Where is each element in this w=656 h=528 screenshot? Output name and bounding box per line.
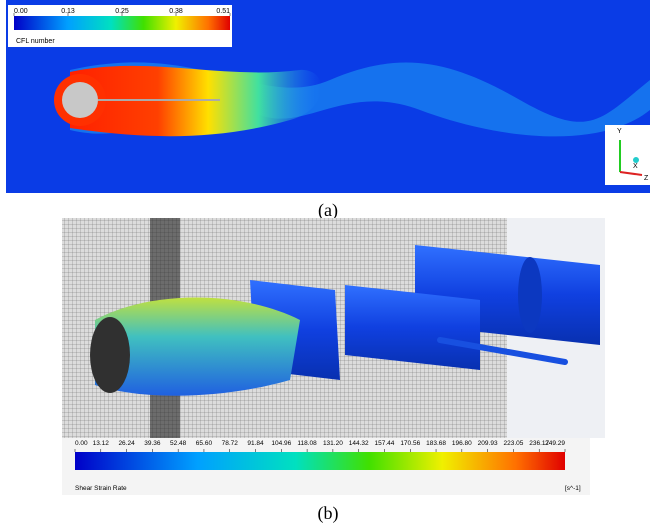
colorbar-tick-label: 0.00	[75, 440, 88, 447]
colorbar-label: CFL number	[16, 38, 55, 45]
axis-z	[619, 171, 643, 176]
panel-b: 0.00 13.12 26.24 39.36 52.48 65.60 78.72 91.84 1…	[62, 218, 605, 495]
colorbar-tick-label: 249.29	[545, 440, 565, 447]
colorbar-tick-label: 157.44	[375, 440, 395, 447]
colorbar-label: Shear Strain Rate	[75, 485, 127, 492]
colorbar-tick-label: 91.84	[247, 440, 264, 447]
cylinder-3-end	[518, 257, 542, 333]
plate-b	[437, 337, 568, 365]
colorbar-tick-label: 170.56	[400, 440, 420, 447]
wake	[70, 65, 322, 137]
colorbar-tick-label: 236.17	[529, 440, 549, 447]
colorbar-tick-label: 13.12	[93, 440, 110, 447]
colorbar-tick-label: 39.36	[144, 440, 161, 447]
cylinder-2	[345, 285, 480, 370]
cylinder-0-wake	[95, 297, 300, 396]
colorbar	[75, 452, 565, 470]
cylinder-0	[90, 317, 130, 393]
colorbar-tick-label: 183.68	[426, 440, 446, 447]
colorbar-tick-label: 0.51	[216, 8, 230, 15]
colorbar-tick-label: 223.05	[503, 440, 523, 447]
colorbar-tick-label: 0.13	[61, 8, 75, 15]
colorbar-tick-label: 196.80	[452, 440, 472, 447]
axis-label: Y	[617, 128, 622, 135]
colorbar-tick-label: 26.24	[118, 440, 135, 447]
colorbar-unit: [s^-1]	[565, 485, 581, 492]
colorbar-tick-label: 0.25	[115, 8, 129, 15]
colorbar-tick-label: 209.93	[478, 440, 498, 447]
colorbar	[14, 16, 230, 30]
axis-label: X	[633, 163, 638, 170]
colorbar-tick-label: 131.20	[323, 440, 343, 447]
colorbar-tick-label: 104.96	[271, 440, 291, 447]
colorbar-tick-label: 78.72	[222, 440, 239, 447]
axes-triad-box	[605, 125, 650, 185]
colorbar-tick-label: 144.32	[349, 440, 369, 447]
axis-x	[633, 157, 639, 163]
colorbar-tick-label: 0.38	[169, 8, 183, 15]
cylinder	[62, 82, 98, 118]
caption: (b)	[318, 503, 339, 524]
caption: (a)	[318, 200, 338, 221]
colorbar-tick-label: 0.00	[14, 8, 28, 15]
axis-label: Z	[644, 175, 649, 182]
colorbar-tick-label: 65.60	[196, 440, 213, 447]
colorbar-tick-label: 52.48	[170, 440, 187, 447]
colorbar-tick-label: 118.08	[297, 440, 317, 447]
panel-a: 0.00 0.13 0.25 0.38 0.51 CFL number Y X Z	[6, 0, 650, 193]
